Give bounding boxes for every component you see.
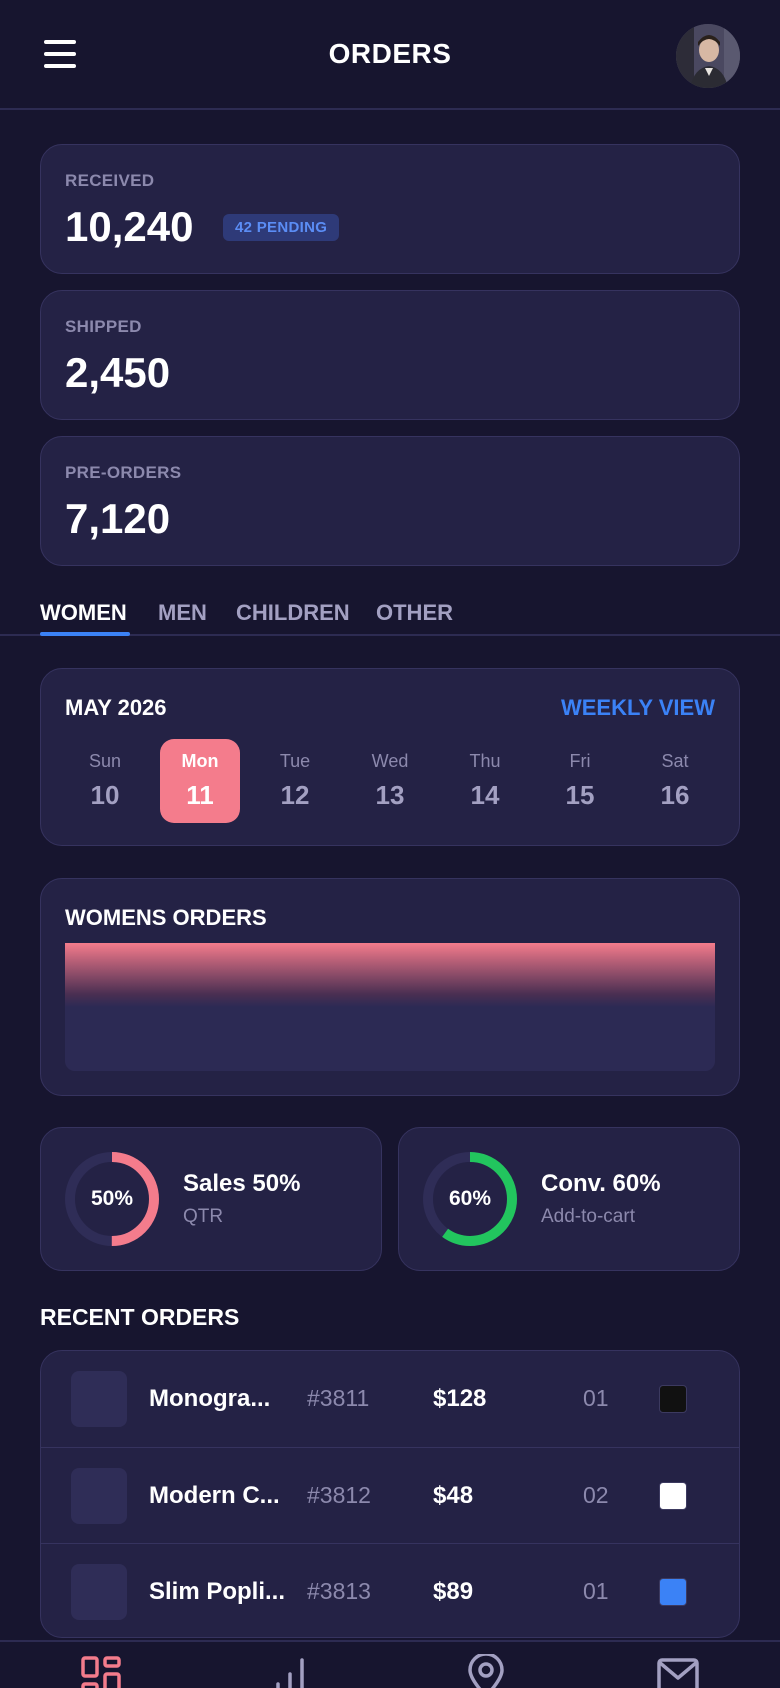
kpi-title: Conv. 60%	[541, 1170, 661, 1197]
order-product-name: Slim Popli...	[149, 1578, 286, 1605]
order-product-name: Modern C...	[149, 1482, 280, 1509]
order-quantity: 01	[583, 1385, 609, 1411]
day-date: 11	[186, 780, 214, 810]
day-date: 12	[280, 780, 310, 810]
stat-card-shipped[interactable]: SHIPPED 2,450	[40, 290, 740, 420]
calendar-day[interactable]: Thu 14	[445, 739, 525, 823]
order-price: $89	[433, 1578, 474, 1605]
day-name: Sun	[88, 751, 122, 771]
color-swatch	[659, 1578, 687, 1606]
day-date: 10	[90, 780, 120, 810]
calendar-day-selected[interactable]: Mon 11	[160, 739, 240, 823]
menu-icon[interactable]	[44, 40, 76, 68]
stat-value: 2,450	[65, 349, 171, 396]
tab-men[interactable]: MEN	[158, 600, 207, 625]
category-tabs: WOMEN MEN CHILDREN OTHER	[0, 596, 780, 636]
calendar-day[interactable]: Sat 16	[635, 739, 715, 823]
page-title: ORDERS	[328, 38, 452, 69]
bottom-navigation	[0, 1640, 780, 1688]
weekly-view-link[interactable]: WEEKLY VIEW	[560, 695, 715, 720]
day-name: Tue	[279, 751, 311, 771]
kpi-card-sales[interactable]: 50% Sales 50% QTR	[40, 1127, 382, 1271]
donut-label: 50%	[90, 1187, 134, 1210]
tab-children[interactable]: CHILDREN	[236, 600, 350, 625]
stat-label: PRE-ORDERS	[65, 463, 182, 482]
day-date: 15	[565, 780, 595, 810]
conversion-donut	[423, 1152, 517, 1246]
mail-icon[interactable]	[656, 1654, 700, 1688]
dashboard-icon[interactable]	[80, 1654, 124, 1688]
chart-title: WOMENS ORDERS	[65, 905, 267, 930]
stat-value: 10,240	[65, 203, 194, 250]
recent-orders-list: Monogra... #3811 $128 01 Modern C... #38…	[40, 1350, 740, 1638]
tab-indicator	[40, 632, 130, 636]
day-date: 16	[660, 780, 690, 810]
calendar-day[interactable]: Fri 15	[540, 739, 620, 823]
day-name: Thu	[469, 751, 501, 771]
tab-women[interactable]: WOMEN	[40, 600, 127, 625]
stat-card-preorders[interactable]: PRE-ORDERS 7,120	[40, 436, 740, 566]
kpi-subtitle: QTR	[183, 1206, 224, 1227]
stat-card-received[interactable]: RECEIVED 10,240 42 PENDING	[40, 144, 740, 274]
chart-area	[65, 943, 715, 1071]
kpi-subtitle: Add-to-cart	[541, 1206, 635, 1227]
order-row[interactable]: Modern C... #3812 $48 02	[41, 1447, 739, 1543]
recent-orders-title: RECENT ORDERS	[40, 1304, 240, 1330]
app-header: ORDERS	[0, 0, 780, 110]
order-quantity: 02	[583, 1482, 609, 1508]
location-icon[interactable]	[464, 1652, 508, 1688]
calendar-day[interactable]: Tue 12	[255, 739, 335, 823]
color-swatch	[659, 1482, 687, 1510]
order-price: $48	[433, 1482, 474, 1509]
day-name: Fri	[569, 751, 591, 771]
tab-other[interactable]: OTHER	[376, 600, 453, 625]
kpi-card-conversion[interactable]: 60% Conv. 60% Add-to-cart	[398, 1127, 740, 1271]
order-quantity: 01	[583, 1578, 609, 1604]
day-name: Mon	[181, 751, 219, 771]
calendar-day[interactable]: Sun 10	[65, 739, 145, 823]
order-row[interactable]: Monogra... #3811 $128 01	[41, 1351, 739, 1447]
stat-label: RECEIVED	[65, 171, 155, 190]
order-id: #3811	[307, 1385, 370, 1411]
day-name: Sat	[661, 751, 689, 771]
calendar-card: MAY 2026 WEEKLY VIEW Sun 10 Mon 11 Tue 12 W…	[40, 668, 740, 846]
pending-badge: 42 PENDING	[223, 214, 340, 241]
calendar-month: MAY 2026	[65, 695, 167, 720]
order-id: #3812	[307, 1482, 371, 1508]
kpi-title: Sales 50%	[183, 1170, 301, 1197]
order-price: $128	[433, 1385, 487, 1412]
stat-label: SHIPPED	[65, 317, 142, 336]
donut-label: 60%	[448, 1187, 492, 1210]
product-thumbnail	[71, 1564, 127, 1620]
stat-value: 7,120	[65, 495, 171, 542]
color-swatch	[659, 1385, 687, 1413]
stats-icon[interactable]	[272, 1654, 316, 1688]
sales-donut	[65, 1152, 159, 1246]
day-name: Wed	[371, 751, 409, 771]
womens-orders-card: WOMENS ORDERS	[40, 878, 740, 1096]
product-thumbnail	[71, 1371, 127, 1427]
order-row[interactable]: Slim Popli... #3813 $89 01	[41, 1543, 739, 1637]
calendar-day[interactable]: Wed 13	[350, 739, 430, 823]
order-id: #3813	[307, 1578, 371, 1604]
avatar[interactable]	[676, 24, 740, 88]
day-date: 13	[375, 780, 405, 810]
order-product-name: Monogra...	[149, 1385, 271, 1412]
day-date: 14	[470, 780, 500, 810]
product-thumbnail	[71, 1468, 127, 1524]
